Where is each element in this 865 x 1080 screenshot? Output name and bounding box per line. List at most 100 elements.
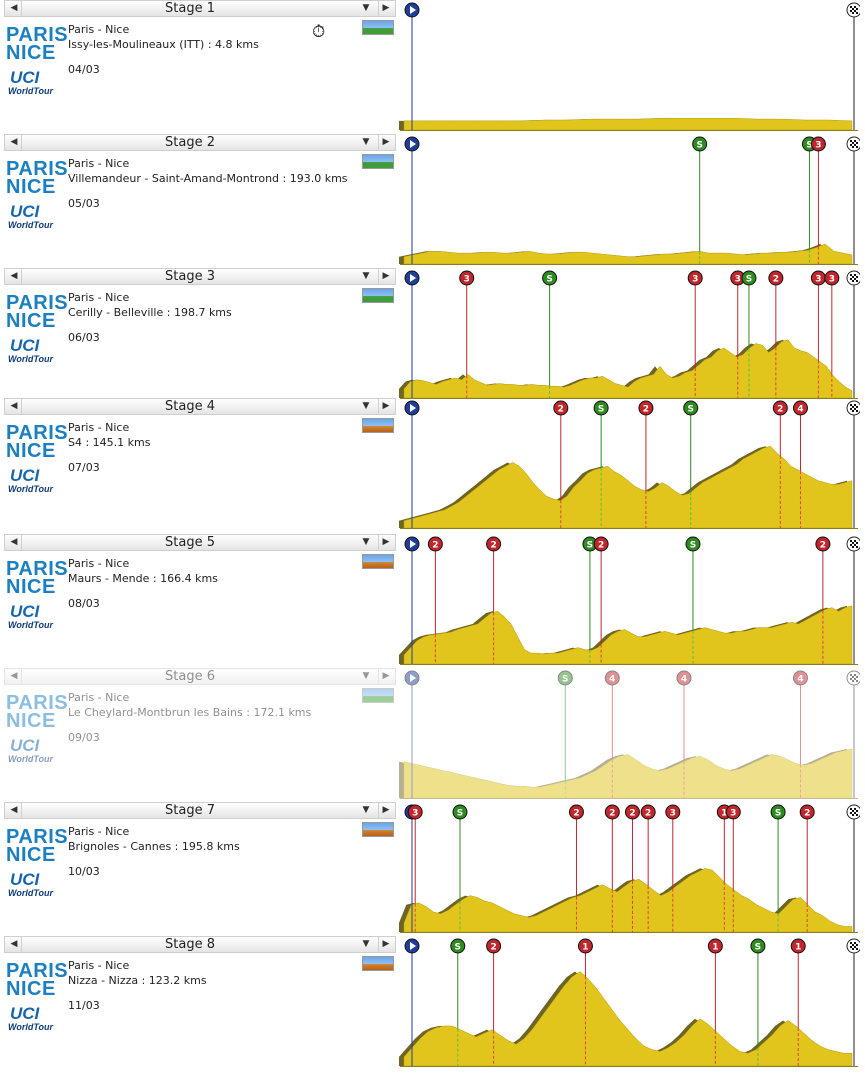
terrain-type-icon (362, 154, 394, 169)
climb-category-label: 1 (582, 943, 588, 953)
climb-category-label: 4 (681, 675, 687, 685)
prev-stage-arrow-icon[interactable]: ◀ (7, 399, 22, 414)
flag-square (856, 810, 858, 812)
next-stage-arrow-icon[interactable]: ▶ (378, 269, 393, 284)
climb-category-label: 2 (773, 275, 779, 285)
next-stage-arrow-icon[interactable]: ▶ (378, 669, 393, 684)
dropdown-arrow-icon[interactable]: ▼ (362, 137, 370, 147)
stage-info: Paris - Nice S4 : 145.1 kms 07/03 (68, 420, 150, 475)
climb-category-label: 2 (777, 405, 783, 415)
stage-info: Paris - Nice Cerilly - Belleville : 198.7… (68, 290, 232, 345)
climb-marker-icon (486, 536, 502, 552)
sprint-marker-icon (683, 400, 699, 416)
climb-category-label: 2 (490, 541, 496, 551)
uci-worldtour-logo: UCI WorldTour (6, 603, 62, 632)
flag-square (850, 6, 852, 8)
logo-paris: PARIS (6, 24, 69, 46)
stage-route: Maurs - Mende : 166.4 kms (68, 572, 218, 585)
climb-marker-icon (687, 270, 703, 286)
sprint-label: S (457, 809, 463, 819)
sprint-label: S (687, 405, 693, 415)
climb-marker-icon (792, 400, 808, 416)
race-name: Paris - Nice (68, 23, 130, 36)
dropdown-arrow-icon[interactable]: ▼ (362, 537, 370, 547)
next-stage-arrow-icon[interactable]: ▶ (378, 803, 393, 818)
logo-paris: PARIS (6, 158, 69, 180)
prev-stage-arrow-icon[interactable]: ◀ (7, 937, 22, 952)
flag-square (854, 812, 856, 814)
next-stage-arrow-icon[interactable]: ▶ (378, 535, 393, 550)
dropdown-arrow-icon[interactable]: ▼ (362, 401, 370, 411)
flag-square (856, 410, 858, 412)
next-stage-arrow-icon[interactable]: ▶ (378, 937, 393, 952)
next-stage-arrow-icon[interactable]: ▶ (378, 399, 393, 414)
climb-marker-icon (640, 804, 656, 820)
climb-marker-icon (553, 400, 569, 416)
climb-category-label: 1 (721, 809, 727, 819)
stage-route: Villemandeur - Saint-Amand-Montrond : 19… (68, 172, 348, 185)
prev-stage-arrow-icon[interactable]: ◀ (7, 1, 22, 16)
flag-square (856, 680, 858, 682)
flag-square (852, 280, 854, 282)
logo-nice: NICE (6, 176, 56, 198)
terrain-type-icon (362, 418, 394, 433)
uci-worldtour-logo: UCI WorldTour (6, 203, 62, 232)
flag-square (854, 10, 856, 12)
flag-square (852, 410, 854, 412)
prev-stage-arrow-icon[interactable]: ◀ (7, 535, 22, 550)
logo-paris: PARIS (6, 960, 69, 982)
sprint-label: S (455, 943, 461, 953)
next-stage-arrow-icon[interactable]: ▶ (378, 135, 393, 150)
climb-marker-icon (604, 804, 620, 820)
stage-date: 10/03 (68, 865, 100, 878)
climb-marker-icon (707, 938, 723, 954)
profile-elevation (403, 117, 853, 131)
stage-date: 06/03 (68, 331, 100, 344)
stage-header-bar: ◀ Stage 1 ▼ ▶ (4, 0, 396, 17)
flag-square (854, 6, 856, 8)
stage-panel: ◀ Stage 5 ▼ ▶ PARIS NICE UCI WorldTour Paris - N… (0, 534, 865, 668)
flag-square (850, 140, 852, 142)
climb-category-label: 3 (412, 809, 418, 819)
dropdown-arrow-icon[interactable]: ▼ (362, 3, 370, 13)
dropdown-arrow-icon[interactable]: ▼ (362, 671, 370, 681)
worldtour-text: WorldTour (8, 754, 53, 764)
logo-paris: PARIS (6, 558, 69, 580)
prev-stage-arrow-icon[interactable]: ◀ (7, 135, 22, 150)
paris-nice-logo: PARIS NICE UCI WorldTour (6, 692, 69, 766)
dropdown-arrow-icon[interactable]: ▼ (362, 271, 370, 281)
climb-marker-icon (427, 536, 443, 552)
prev-stage-arrow-icon[interactable]: ◀ (7, 669, 22, 684)
race-name: Paris - Nice (68, 557, 130, 570)
flag-square (850, 274, 852, 276)
race-name: Paris - Nice (68, 825, 130, 838)
prev-stage-arrow-icon[interactable]: ◀ (7, 269, 22, 284)
dropdown-arrow-icon[interactable]: ▼ (362, 939, 370, 949)
climb-marker-icon (824, 270, 840, 286)
logo-paris: PARIS (6, 692, 69, 714)
checkered-flag-icon (850, 274, 858, 282)
flag-square (854, 540, 856, 542)
climb-marker-icon (815, 536, 831, 552)
flag-square (852, 546, 854, 548)
flag-square (854, 404, 856, 406)
profile-elevation (403, 748, 853, 799)
flag-square (850, 544, 852, 546)
dropdown-arrow-icon[interactable]: ▼ (362, 805, 370, 815)
flag-square (856, 546, 858, 548)
stage-header-bar: ◀ Stage 4 ▼ ▶ (4, 398, 396, 415)
climb-category-label: 2 (820, 541, 826, 551)
profile-elevation (403, 868, 853, 933)
climb-marker-icon (459, 270, 475, 286)
stage-header-bar: ◀ Stage 3 ▼ ▶ (4, 268, 396, 285)
stage-route: Issy-les-Moulineaux (ITT) : 4.8 kms (68, 38, 259, 51)
checkered-flag-icon (850, 942, 858, 950)
flag-square (854, 140, 856, 142)
next-stage-arrow-icon[interactable]: ▶ (378, 1, 393, 16)
stopwatch-icon: ⏱ (312, 22, 326, 42)
terrain-type-icon (362, 688, 394, 703)
prev-stage-arrow-icon[interactable]: ◀ (7, 803, 22, 818)
paris-nice-logo: PARIS NICE UCI WorldTour (6, 423, 68, 496)
climb-marker-icon (725, 804, 741, 820)
